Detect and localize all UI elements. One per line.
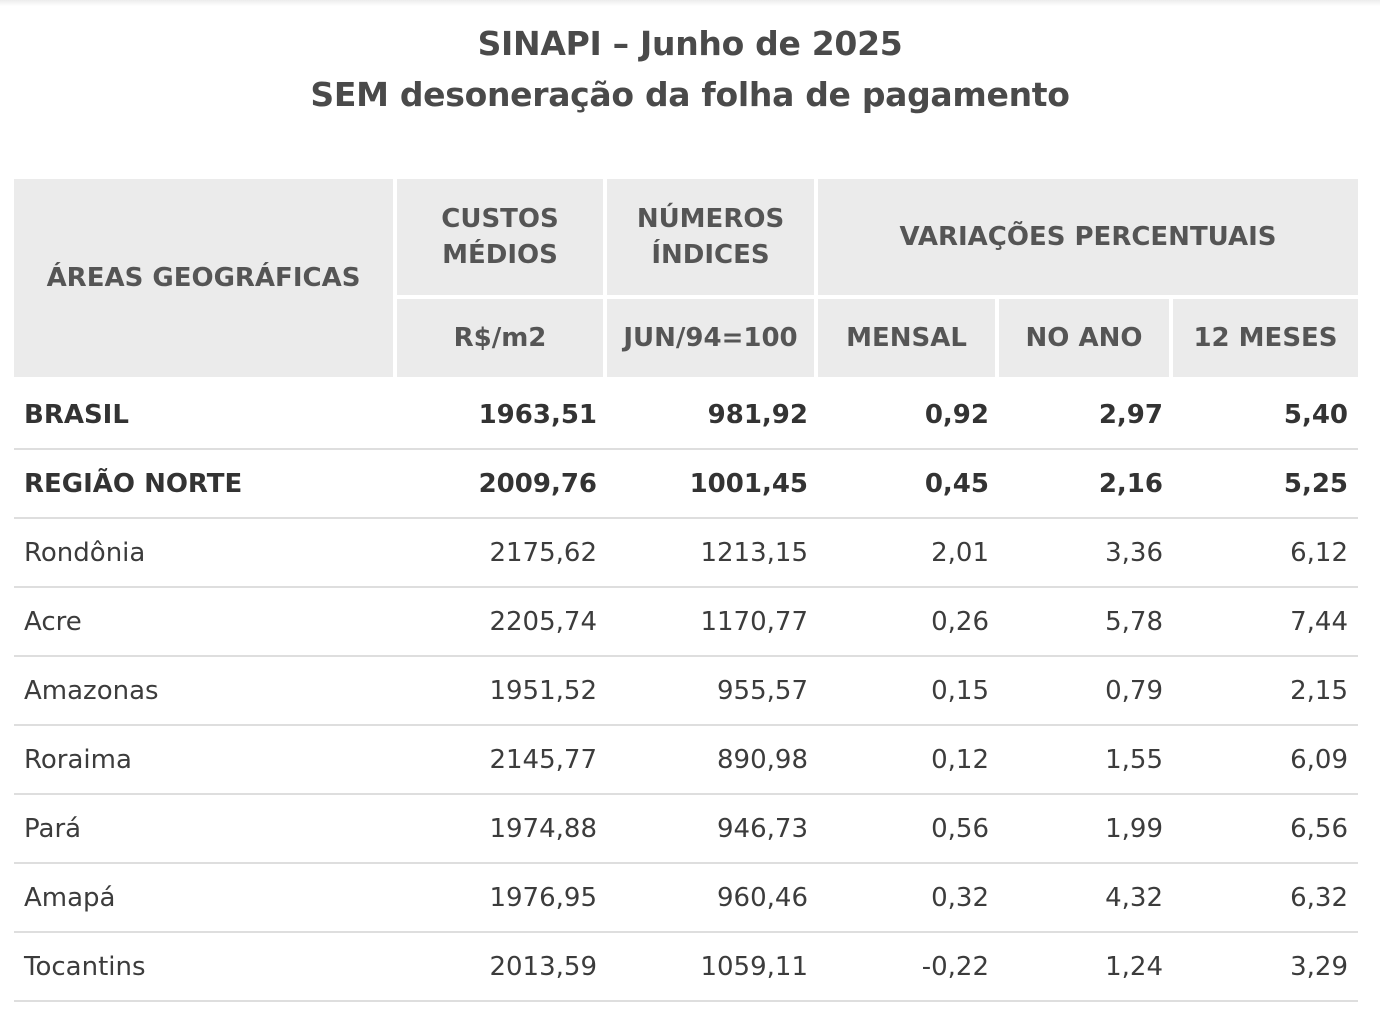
cell-mensal: 0,92	[818, 381, 999, 450]
cell-custo: 1963,51	[397, 381, 607, 450]
cell-area: Acre	[14, 588, 397, 657]
cell-custo: 2145,77	[397, 726, 607, 795]
cell-ano: 1,55	[999, 726, 1173, 795]
cell-ano: 2,97	[999, 381, 1173, 450]
cell-indice: 946,73	[607, 795, 818, 864]
header-areas: ÁREAS GEOGRÁFICAS	[14, 179, 397, 381]
cell-indice: 890,98	[607, 726, 818, 795]
cell-area: BRASIL	[14, 381, 397, 450]
cell-indice: 981,92	[607, 381, 818, 450]
cell-mensal: -0,22	[818, 933, 999, 1002]
cell-12-meses: 7,44	[1173, 588, 1359, 657]
cell-ano: 0,79	[999, 657, 1173, 726]
cell-indice: 1001,45	[607, 450, 818, 519]
cell-custo: 1976,95	[397, 864, 607, 933]
title-line-2: SEM desoneração da folha de pagamento	[310, 75, 1070, 114]
cell-indice: 1059,11	[607, 933, 818, 1002]
cell-custo: 1974,88	[397, 795, 607, 864]
table-row-regiao-norte: REGIÃO NORTE 2009,76 1001,45 0,45 2,16 5…	[14, 450, 1359, 519]
cell-mensal: 0,26	[818, 588, 999, 657]
cell-12-meses: 5,25	[1173, 450, 1359, 519]
cell-mensal: 0,56	[818, 795, 999, 864]
header-custos-unit: R$/m2	[397, 299, 607, 381]
cell-12-meses: 5,40	[1173, 381, 1359, 450]
cell-indice: 955,57	[607, 657, 818, 726]
table-row-tocantins: Tocantins 2013,59 1059,11 -0,22 1,24 3,2…	[14, 933, 1359, 1002]
cell-mensal: 0,12	[818, 726, 999, 795]
header-12-meses: 12 MESES	[1173, 299, 1359, 381]
header-numeros-label: NÚMEROS ÍNDICES	[636, 204, 785, 270]
table-row-rondonia: Rondônia 2175,62 1213,15 2,01 3,36 6,12	[14, 519, 1359, 588]
cell-12-meses: 2,15	[1173, 657, 1359, 726]
cell-area: Amazonas	[14, 657, 397, 726]
cell-ano: 1,24	[999, 933, 1173, 1002]
cell-ano: 1,99	[999, 795, 1173, 864]
cell-area: Pará	[14, 795, 397, 864]
title-block: SINAPI – Junho de 2025 SEM desoneração d…	[0, 18, 1380, 120]
cell-area: Roraima	[14, 726, 397, 795]
cell-area: Tocantins	[14, 933, 397, 1002]
table-row-brasil: BRASIL 1963,51 981,92 0,92 2,97 5,40	[14, 381, 1359, 450]
cell-12-meses: 6,56	[1173, 795, 1359, 864]
table-row-amazonas: Amazonas 1951,52 955,57 0,15 0,79 2,15	[14, 657, 1359, 726]
header-numeros: NÚMEROS ÍNDICES	[607, 179, 818, 299]
cell-ano: 2,16	[999, 450, 1173, 519]
cell-ano: 4,32	[999, 864, 1173, 933]
cell-12-meses: 6,32	[1173, 864, 1359, 933]
title-line-1: SINAPI – Junho de 2025	[477, 24, 903, 63]
sinapi-table: ÁREAS GEOGRÁFICAS CUSTOS MÉDIOS NÚMEROS …	[14, 179, 1359, 1002]
cell-area: Amapá	[14, 864, 397, 933]
header-custos-label: CUSTOS MÉDIOS	[441, 204, 559, 270]
table-row-acre: Acre 2205,74 1170,77 0,26 5,78 7,44	[14, 588, 1359, 657]
cell-mensal: 2,01	[818, 519, 999, 588]
cell-mensal: 0,15	[818, 657, 999, 726]
cell-area: Rondônia	[14, 519, 397, 588]
cell-custo: 1951,52	[397, 657, 607, 726]
cell-12-meses: 6,12	[1173, 519, 1359, 588]
header-row-1: ÁREAS GEOGRÁFICAS CUSTOS MÉDIOS NÚMEROS …	[14, 179, 1359, 381]
top-shadow	[0, 0, 1380, 6]
cell-area: REGIÃO NORTE	[14, 450, 397, 519]
table-row-amapa: Amapá 1976,95 960,46 0,32 4,32 6,32	[14, 864, 1359, 933]
cell-ano: 3,36	[999, 519, 1173, 588]
cell-custo: 2205,74	[397, 588, 607, 657]
cell-indice: 960,46	[607, 864, 818, 933]
header-variacoes: VARIAÇÕES PERCENTUAIS	[818, 179, 1359, 299]
cell-ano: 5,78	[999, 588, 1173, 657]
table-row-para: Pará 1974,88 946,73 0,56 1,99 6,56	[14, 795, 1359, 864]
header-numeros-unit: JUN/94=100	[607, 299, 818, 381]
cell-12-meses: 6,09	[1173, 726, 1359, 795]
cell-custo: 2175,62	[397, 519, 607, 588]
cell-custo: 2013,59	[397, 933, 607, 1002]
cell-mensal: 0,32	[818, 864, 999, 933]
header-row-2: R$/m2 JUN/94=100 MENSAL NO ANO 12 MESES	[14, 299, 1359, 381]
header-no-ano: NO ANO	[999, 299, 1173, 381]
cell-custo: 2009,76	[397, 450, 607, 519]
cell-indice: 1170,77	[607, 588, 818, 657]
table-row-roraima: Roraima 2145,77 890,98 0,12 1,55 6,09	[14, 726, 1359, 795]
header-mensal: MENSAL	[818, 299, 999, 381]
cell-mensal: 0,45	[818, 450, 999, 519]
cell-12-meses: 3,29	[1173, 933, 1359, 1002]
cell-indice: 1213,15	[607, 519, 818, 588]
header-custos: CUSTOS MÉDIOS	[397, 179, 607, 299]
